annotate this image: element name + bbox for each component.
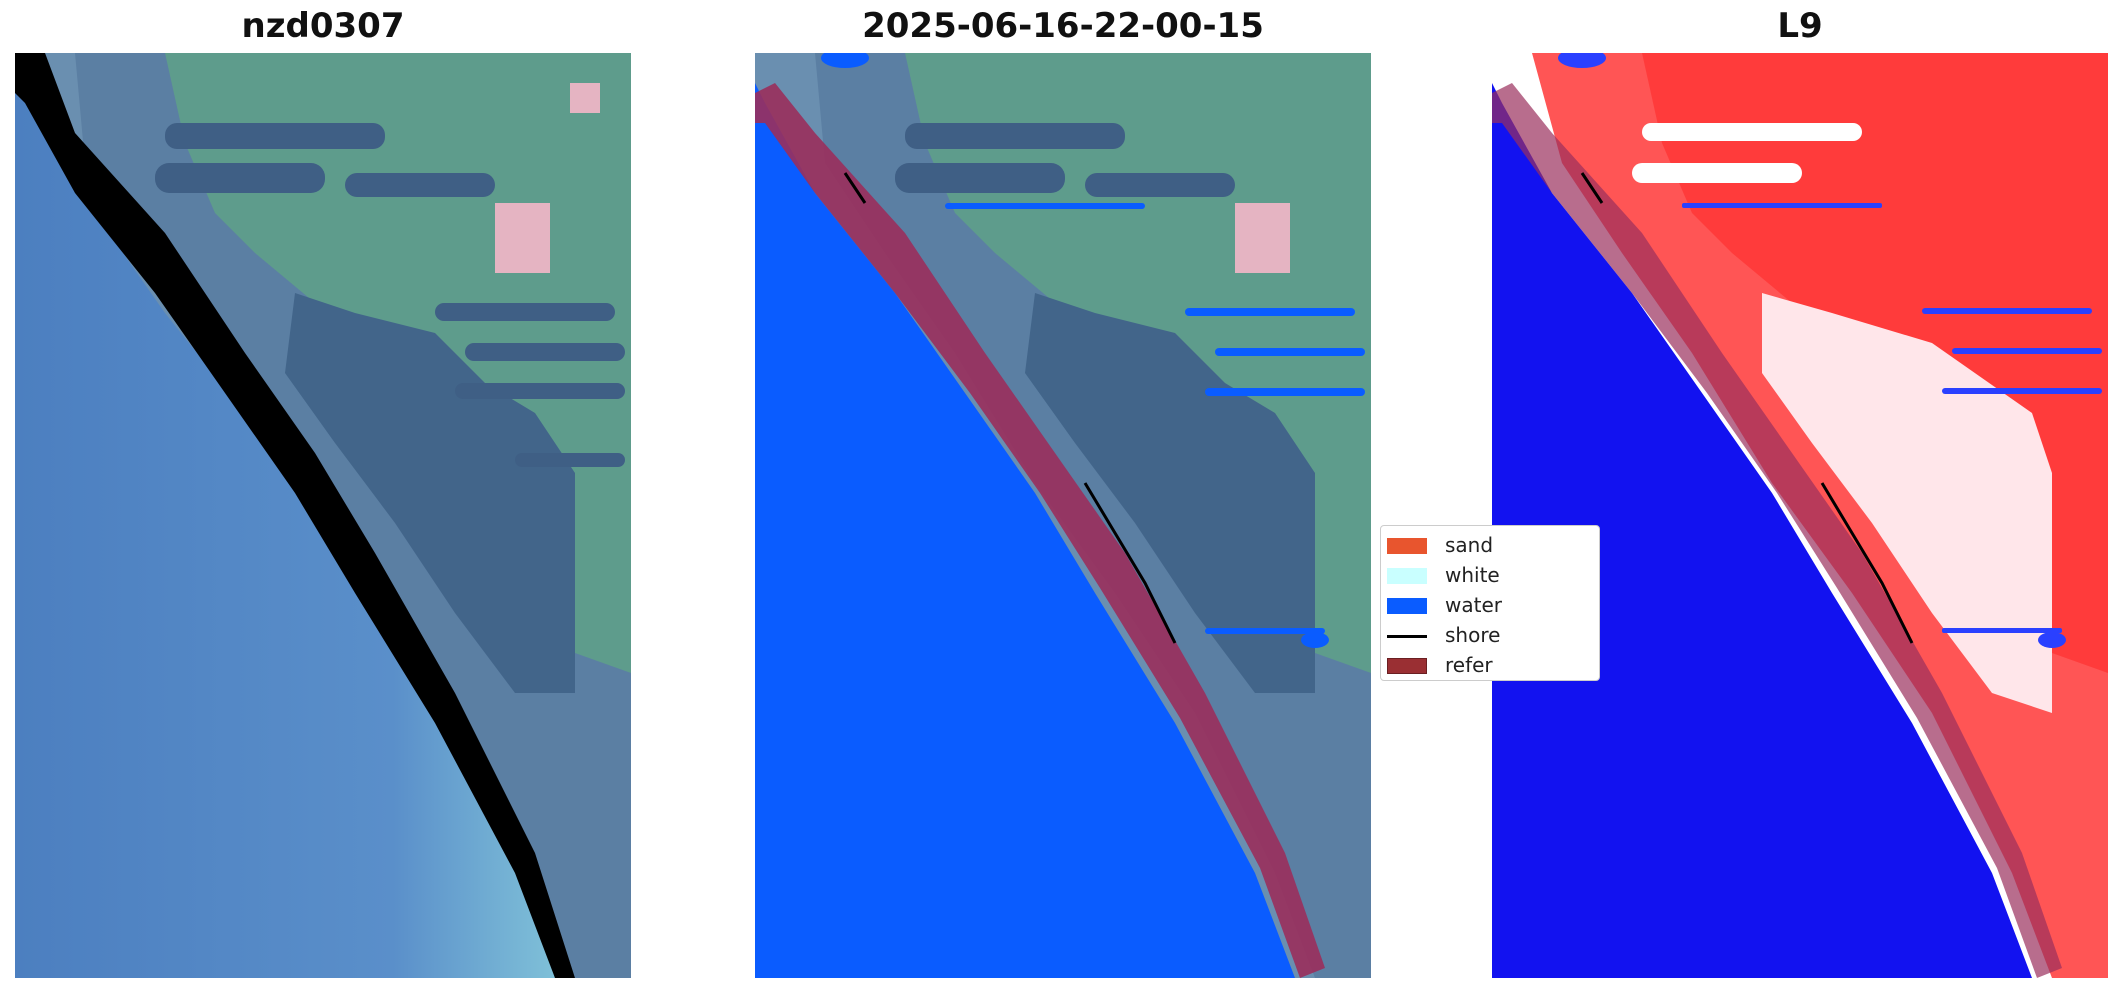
white-swatch	[1387, 568, 1427, 584]
classification-overlay-image	[755, 53, 1371, 978]
panel-title-rgb: nzd0307	[241, 6, 405, 46]
water-swatch	[1387, 598, 1427, 614]
class-legend: sand white water shore refer	[1380, 525, 1600, 681]
index-map-image	[1492, 53, 2108, 978]
reference-swatch	[1387, 658, 1427, 674]
rgb-satellite-image	[15, 53, 631, 978]
sand-swatch	[1387, 538, 1427, 554]
shoreline-swatch	[1387, 635, 1427, 638]
panel-title-classified: 2025-06-16-22-00-15	[862, 6, 1264, 46]
panel-title-index: L9	[1777, 6, 1823, 46]
